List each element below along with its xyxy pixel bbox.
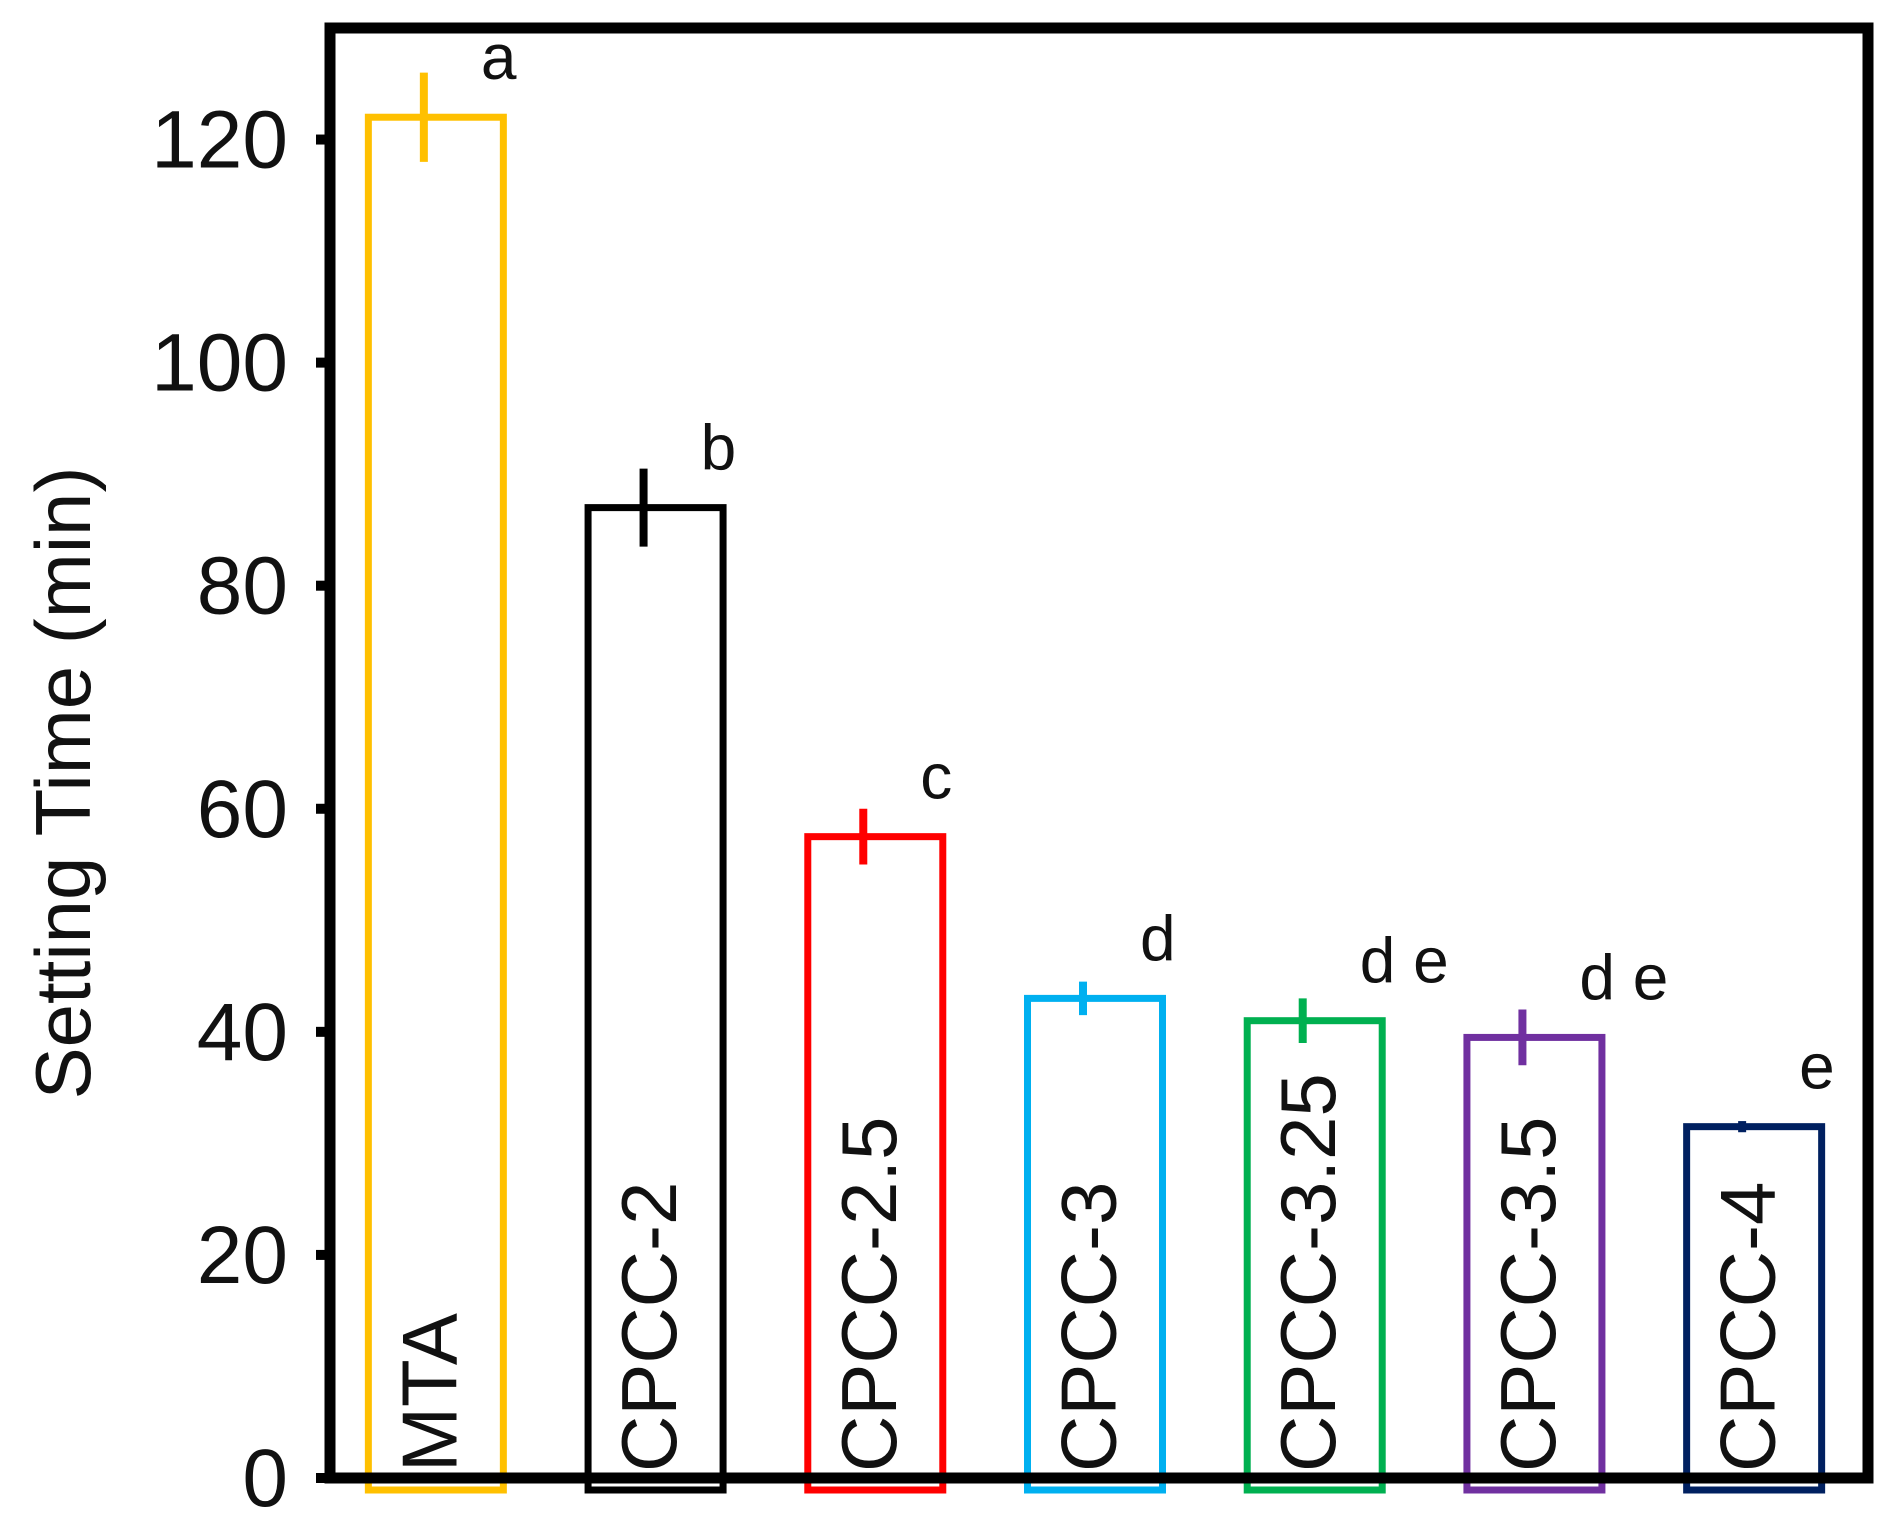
category-label: CPCC-3.5 <box>1484 1117 1572 1472</box>
significance-label: d e <box>1579 941 1668 1013</box>
y-tick-label: 100 <box>151 318 288 409</box>
y-axis-label: Setting Time (min) <box>19 467 107 1100</box>
significance-label: e <box>1799 1031 1835 1103</box>
y-tick-label: 120 <box>151 95 288 186</box>
significance-label: c <box>920 741 952 813</box>
category-label: CPCC-4 <box>1704 1182 1792 1472</box>
error-bars-group <box>419 72 1747 1133</box>
bars-group <box>364 113 1826 1494</box>
category-label: CPCC-3.25 <box>1264 1073 1352 1472</box>
plot-frame <box>324 22 1874 1484</box>
y-axis-ticks: 0 20 40 60 80 100 120 <box>151 95 330 1524</box>
bar-mta <box>364 113 507 1494</box>
y-tick-label: 80 <box>197 541 288 632</box>
bar-cpcc-3-5 <box>1463 1033 1606 1494</box>
bar-cpcc-2 <box>584 504 727 1494</box>
bar-cpcc-3 <box>1024 994 1166 1494</box>
y-tick-label: 40 <box>197 987 288 1078</box>
y-tick-label: 0 <box>242 1433 288 1524</box>
y-tick-label: 20 <box>197 1210 288 1301</box>
y-tick-label: 60 <box>197 764 288 855</box>
category-label: CPCC-2 <box>605 1182 693 1472</box>
y-axis-label-group: Setting Time (min) <box>19 467 107 1100</box>
significance-label: d <box>1140 902 1176 974</box>
significance-label: d e <box>1360 925 1449 997</box>
bar-cpcc-4 <box>1683 1123 1826 1494</box>
significance-label: b <box>701 412 737 484</box>
category-label: CPCC-2.5 <box>825 1117 913 1472</box>
bar-cpcc-3-25 <box>1243 1017 1386 1494</box>
bar-cpcc-2-5 <box>804 833 947 1494</box>
category-label: CPCC-3 <box>1045 1182 1133 1472</box>
category-labels-group: MTA CPCC-2 CPCC-2.5 CPCC-3 CPCC-3.25 CPCC-3.5… <box>385 1073 1791 1472</box>
category-label: MTA <box>385 1313 473 1472</box>
